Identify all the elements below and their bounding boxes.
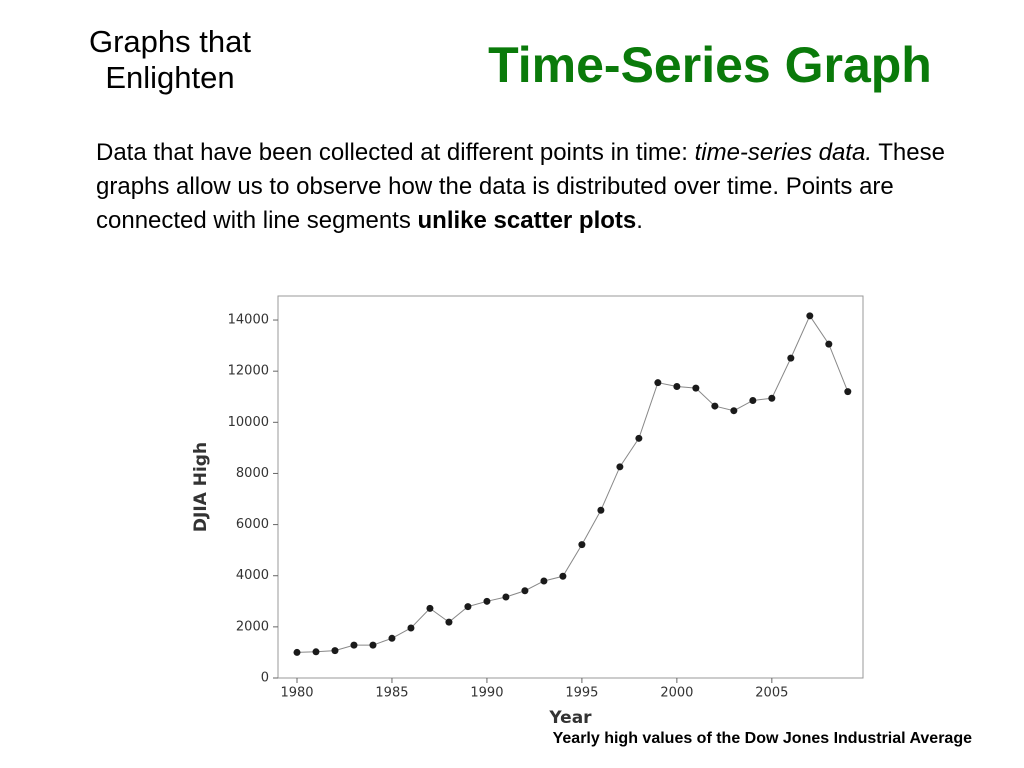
data-point xyxy=(426,604,434,612)
data-point xyxy=(331,647,339,655)
data-point xyxy=(312,648,320,656)
data-point xyxy=(711,402,719,410)
data-point xyxy=(350,641,358,649)
data-point xyxy=(388,634,396,642)
data-point xyxy=(616,463,624,471)
data-point xyxy=(521,587,529,595)
y-tick-label: 10000 xyxy=(228,415,269,430)
data-point xyxy=(293,648,301,656)
x-tick-label: 1980 xyxy=(280,686,313,701)
x-axis-label: Year xyxy=(548,708,592,728)
series-line xyxy=(296,314,849,653)
body-text: Data that have been collected at differe… xyxy=(96,136,956,238)
text: Data that have been collected at differe… xyxy=(96,139,695,166)
data-point xyxy=(407,624,415,632)
data-point xyxy=(369,641,377,649)
data-point xyxy=(635,434,643,442)
data-point xyxy=(654,379,662,387)
data-point xyxy=(787,354,795,362)
data-point xyxy=(597,506,605,514)
y-tick-label: 14000 xyxy=(228,313,269,328)
text: . xyxy=(636,207,643,234)
y-tick-label: 6000 xyxy=(236,517,269,532)
x-tick-label: 2000 xyxy=(660,686,693,701)
data-point xyxy=(806,312,814,320)
data-point xyxy=(578,541,586,549)
data-point xyxy=(730,407,738,415)
x-tick-label: 1990 xyxy=(470,686,503,701)
bold-text: unlike scatter plots xyxy=(417,207,637,234)
data-point xyxy=(768,394,776,402)
y-tick-label: 0 xyxy=(261,671,269,686)
y-tick-label: 12000 xyxy=(228,364,269,379)
y-tick-label: 8000 xyxy=(236,466,269,481)
y-tick-label: 2000 xyxy=(236,619,269,634)
data-point xyxy=(483,597,491,605)
x-tick-label: 1985 xyxy=(375,686,408,701)
data-point xyxy=(692,384,700,392)
y-axis-label: DJIA High xyxy=(191,442,211,532)
data-point xyxy=(825,340,833,348)
caption: Yearly high values of the Dow Jones Indu… xyxy=(552,730,972,747)
slide-title: Time-Series Graph xyxy=(488,37,932,93)
plot-frame xyxy=(277,295,864,679)
data-point xyxy=(445,618,453,626)
data-point xyxy=(559,572,567,580)
y-tick-label: 4000 xyxy=(236,568,269,583)
data-point xyxy=(844,388,852,396)
text: These graphs allow us to observe how the… xyxy=(96,139,945,234)
data-point xyxy=(673,383,681,391)
data-point xyxy=(540,577,548,585)
data-point xyxy=(502,593,510,601)
data-point xyxy=(749,396,757,404)
header: Graphs that Enlighten xyxy=(89,24,251,95)
italic-text: time-series data. xyxy=(694,139,872,166)
data-point xyxy=(464,603,472,611)
x-tick-label: 1995 xyxy=(565,686,598,701)
x-tick-label: 2005 xyxy=(755,686,788,701)
